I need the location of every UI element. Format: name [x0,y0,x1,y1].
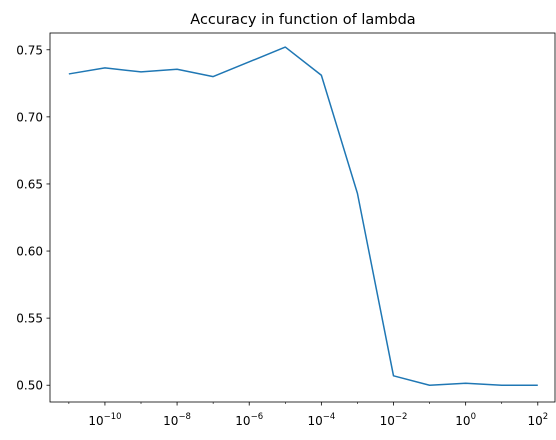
x-tick-label: 100 [455,412,476,428]
y-tick-label: 0.75 [16,43,43,57]
x-tick-label: 10−10 [88,412,121,428]
y-axis: 0.50 0.55 0.60 0.65 0.70 0.75 [16,43,50,393]
series-layer [68,46,538,386]
x-tick-label: 10−2 [380,412,408,428]
y-tick-label: 0.70 [16,110,43,124]
x-tick-label: 10−8 [163,412,191,428]
y-tick-label: 0.65 [16,177,43,191]
series-line [68,46,538,386]
x-axis: 10−10 10−8 10−6 10−4 10−2 100 102 [68,402,548,428]
y-tick-label: 0.50 [16,379,43,393]
plot-frame [49,32,556,403]
x-tick-label: 102 [527,412,548,428]
x-tick-label: 10−4 [307,412,335,428]
x-tick-label: 10−6 [235,412,263,428]
chart-title: Accuracy in function of lambda [190,12,415,28]
y-tick-label: 0.55 [16,312,43,326]
y-tick-label: 0.60 [16,245,43,259]
